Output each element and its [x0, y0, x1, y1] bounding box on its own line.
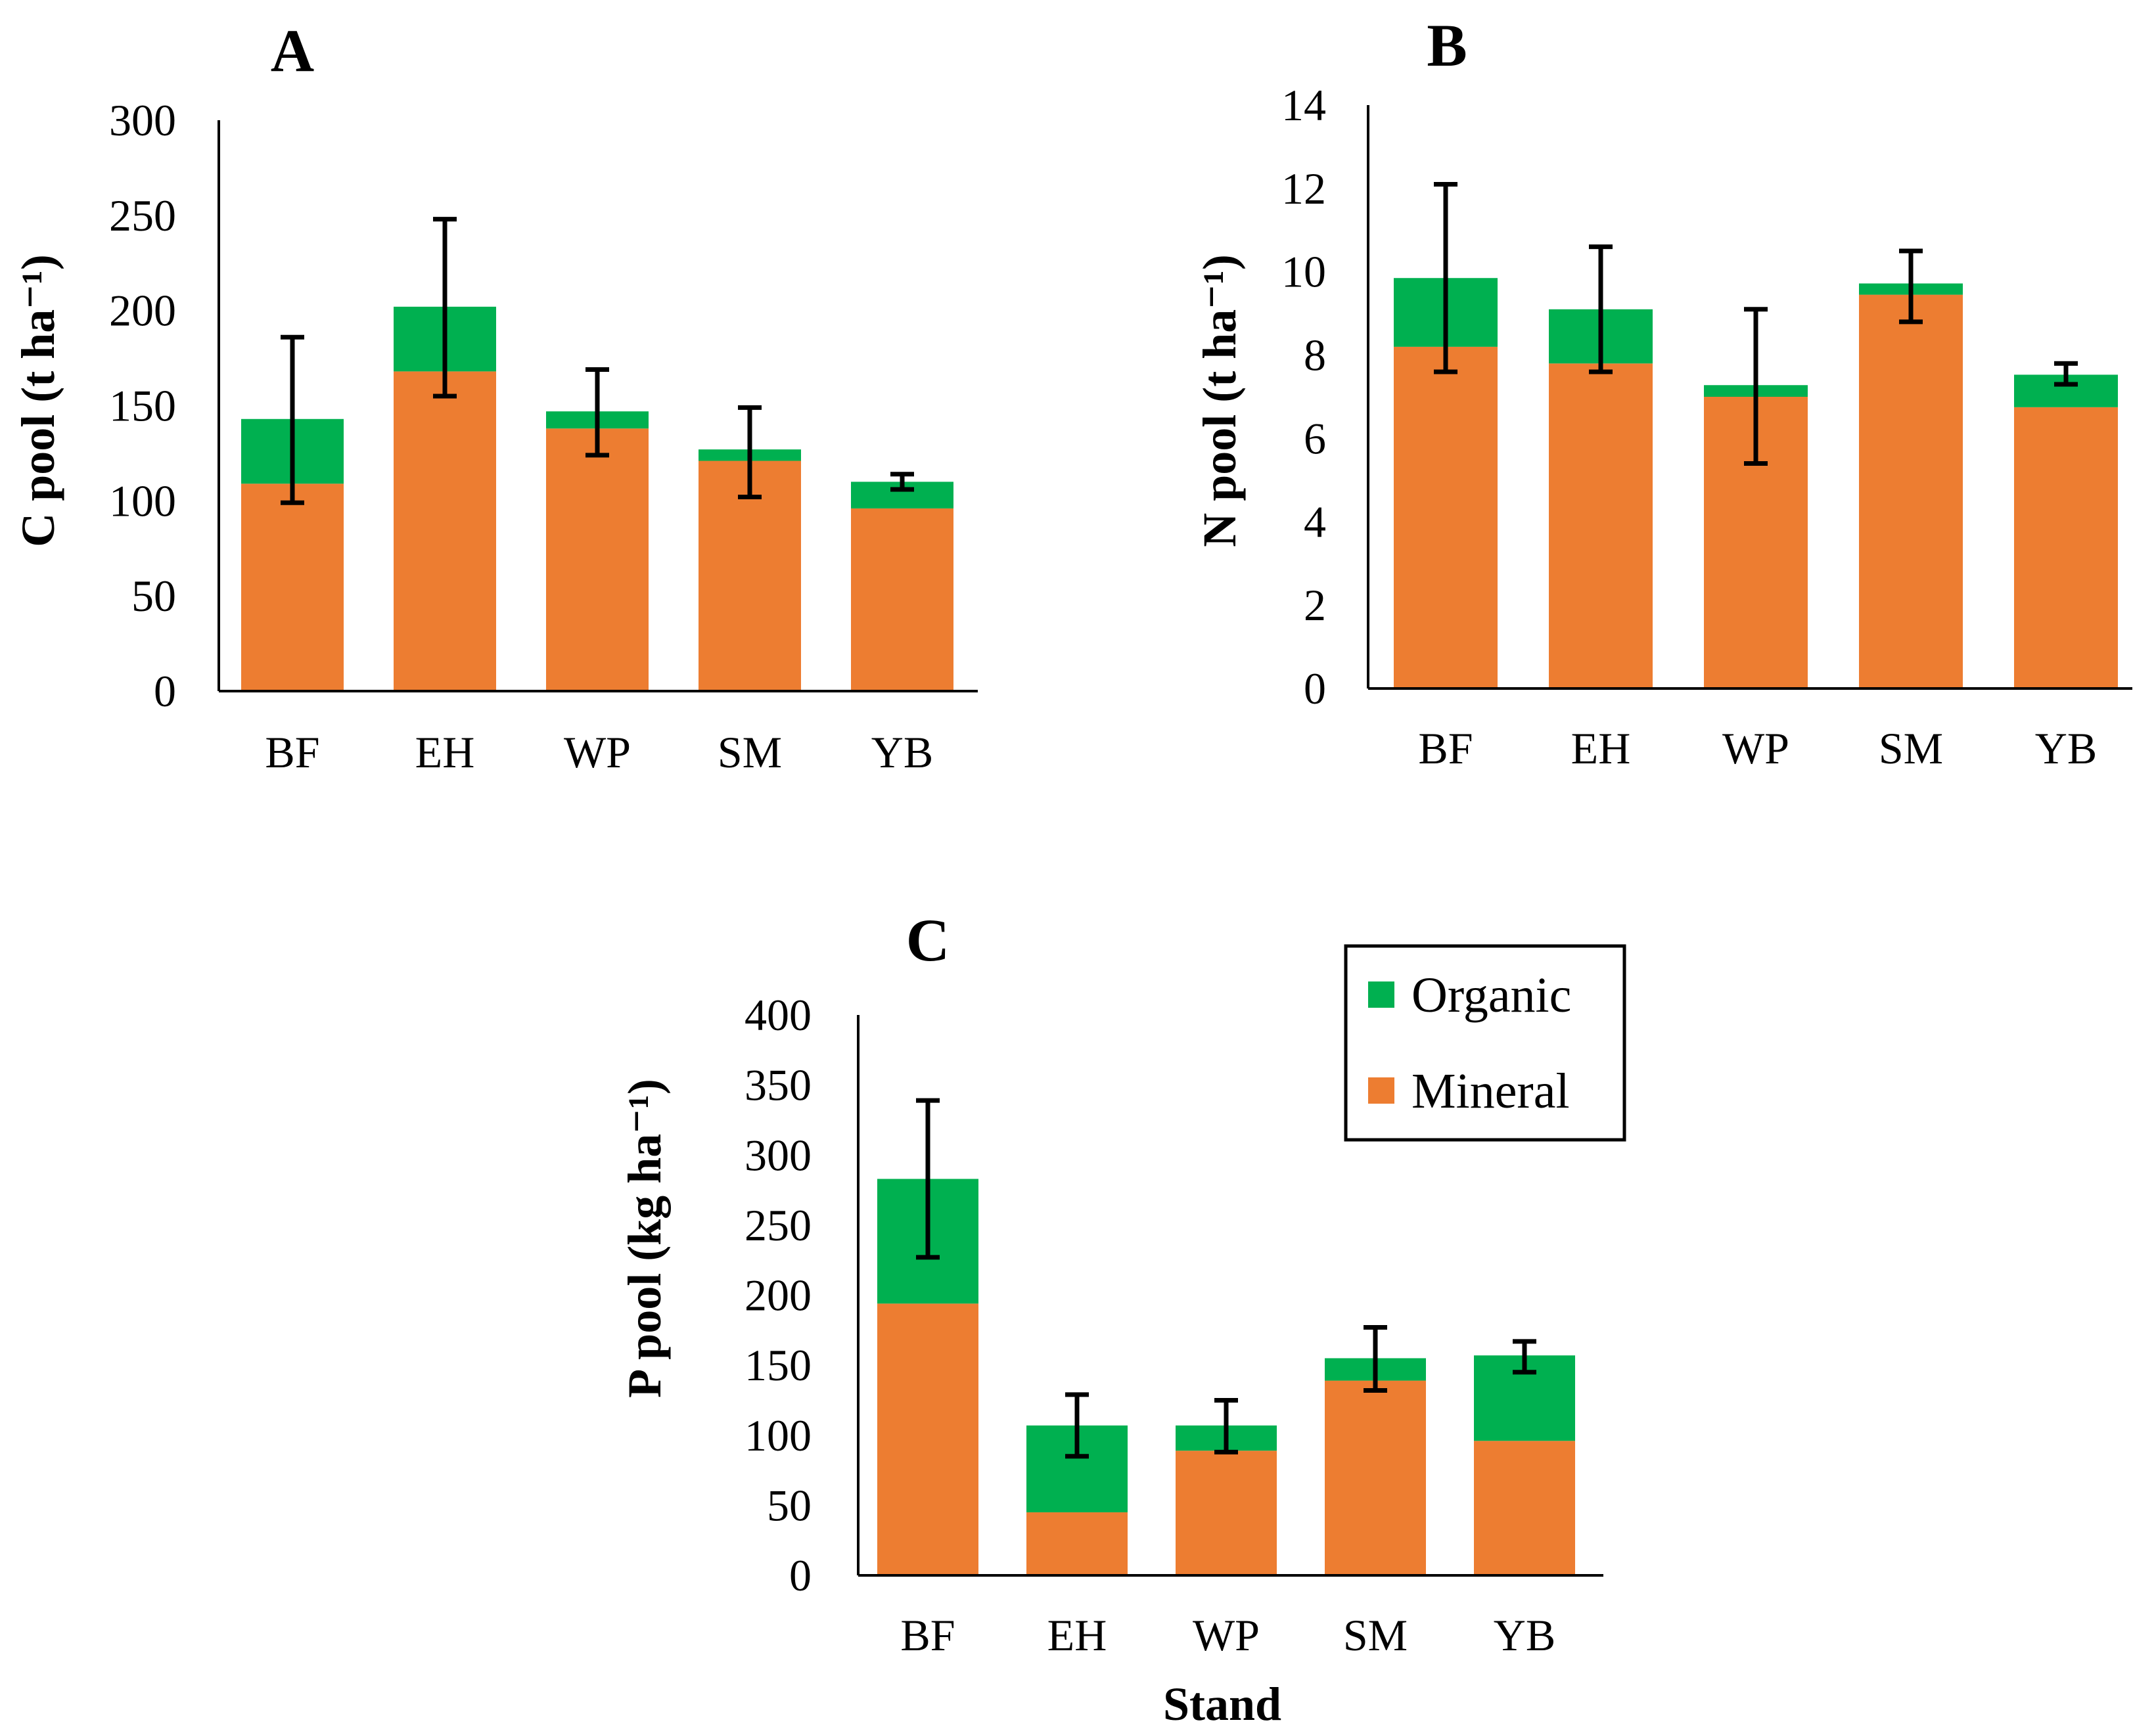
panel-b-bar-mineral-sm	[1859, 294, 1963, 689]
panel-c-bars	[877, 1179, 1575, 1575]
panel-b-y-tick-label: 12	[1281, 164, 1326, 214]
panel-c-bar-mineral-bf	[877, 1303, 978, 1575]
panel-c-x-categories: BF EH WP SM YB	[900, 1610, 1555, 1660]
panel-a-x-category-label: SM	[718, 727, 782, 777]
panel-c-x-category-label: SM	[1343, 1610, 1408, 1660]
panel-a-chart: A C pool (t ha⁻¹) 0 50 100 150 200 250 300 BF E…	[12, 17, 978, 777]
panel-c-y-tick-label: 200	[745, 1271, 812, 1320]
panel-c-y-axis-title-text: P pool (kg ha⁻¹)	[618, 1079, 671, 1398]
panel-b-x-category-label: SM	[1879, 723, 1943, 773]
legend: Organic Mineral	[1344, 944, 1626, 1142]
panel-a-bar-mineral-yb	[851, 508, 953, 691]
panel-b-x-category-label: YB	[2035, 723, 2097, 773]
panel-c-y-tick-label: 150	[745, 1340, 812, 1390]
panel-a-y-tick-label: 0	[154, 666, 176, 716]
panel-c-x-axis-title: Stand	[1163, 1678, 1281, 1730]
panel-b-y-tick-label: 6	[1304, 413, 1326, 463]
panel-b-y-tick-label: 4	[1304, 497, 1326, 547]
panel-c-x-category-label: EH	[1047, 1610, 1107, 1660]
panel-a-y-tick-label: 150	[109, 381, 176, 431]
panel-c-y-ticks: 0 50 100 150 200 250 300 350 400	[745, 990, 812, 1600]
panel-b-chart: B N pool (t ha⁻¹) 0 2 4 6 8 10 12 14 BF EH WP SM YB	[1193, 12, 2132, 773]
panel-a-error-bars	[281, 217, 914, 505]
panel-c-y-axis-title: P pool (kg ha⁻¹)	[618, 1079, 671, 1398]
panel-c-bar-mineral-wp	[1176, 1451, 1277, 1575]
panel-b-y-ticks: 0 2 4 6 8 10 12 14	[1281, 80, 1326, 713]
panel-a-bars	[241, 306, 953, 691]
panel-b-error-bars	[1434, 182, 2078, 466]
panel-a-title: A	[271, 17, 314, 84]
panel-a-y-ticks: 0 50 100 150 200 250 300	[109, 95, 176, 716]
panel-a-x-category-label: WP	[564, 727, 631, 777]
panel-b-bar-mineral-bf	[1394, 346, 1498, 688]
panel-b-y-tick-label: 10	[1281, 247, 1326, 297]
panel-c-x-category-label: YB	[1494, 1610, 1555, 1660]
panel-b-y-tick-label: 0	[1304, 664, 1326, 713]
panel-a-y-tick-label: 100	[109, 476, 176, 526]
panel-b-x-category-label: BF	[1418, 723, 1473, 773]
panel-b-x-categories: BF EH WP SM YB	[1418, 723, 2097, 773]
panel-a-x-category-label: YB	[871, 727, 933, 777]
panel-c-y-tick-label: 50	[767, 1480, 812, 1530]
panel-a-y-axis-title-text: C pool (t ha⁻¹)	[12, 254, 64, 547]
panel-a-x-categories: BF EH WP SM YB	[265, 727, 933, 777]
panel-a-y-tick-label: 200	[109, 286, 176, 336]
panel-a-bar-mineral-eh	[394, 371, 496, 691]
panel-a-y-tick-label: 300	[109, 95, 176, 145]
panel-a-y-tick-label: 50	[131, 571, 176, 621]
panel-a-x-category-label: BF	[265, 727, 319, 777]
panel-b-y-axis-title: N pool (t ha⁻¹)	[1193, 254, 1246, 547]
panel-c-title: C	[906, 907, 950, 974]
panel-a-bar-mineral-bf	[241, 484, 344, 691]
panel-b-y-tick-label: 14	[1281, 80, 1326, 130]
panel-a-x-category-label: EH	[415, 727, 475, 777]
panel-c-chart: C P pool (kg ha⁻¹) Stand 0 50 100 150 200 250…	[618, 907, 1626, 1730]
panel-b-y-tick-label: 8	[1304, 330, 1326, 380]
panel-c-y-tick-label: 300	[745, 1130, 812, 1180]
panel-c-y-tick-label: 400	[745, 990, 812, 1040]
panel-a-y-tick-label: 250	[109, 191, 176, 240]
legend-swatch-mineral	[1368, 1077, 1394, 1104]
panel-b-y-tick-label: 2	[1304, 580, 1326, 630]
panel-b-x-category-label: EH	[1571, 723, 1631, 773]
panel-c-y-tick-label: 250	[745, 1200, 812, 1250]
panel-c-y-tick-label: 100	[745, 1410, 812, 1460]
panel-b-bar-mineral-yb	[2014, 407, 2118, 688]
panel-c-bar-mineral-yb	[1474, 1441, 1575, 1575]
panel-c-x-category-label: BF	[900, 1610, 955, 1660]
panel-b-x-category-label: WP	[1722, 723, 1789, 773]
panel-c-x-category-label: WP	[1193, 1610, 1260, 1660]
panel-c-y-tick-label: 0	[789, 1550, 812, 1600]
panel-c-bar-mineral-sm	[1325, 1380, 1426, 1575]
panel-a-y-axis-title: C pool (t ha⁻¹)	[12, 254, 64, 547]
panel-a-bar-mineral-wp	[546, 428, 649, 691]
panel-c-bar-mineral-eh	[1026, 1512, 1128, 1575]
panel-c-error-bars	[916, 1098, 1536, 1459]
legend-label-mineral: Mineral	[1411, 1064, 1570, 1119]
legend-box	[1344, 944, 1626, 1142]
legend-swatch-organic	[1368, 981, 1394, 1008]
panel-b-title: B	[1427, 12, 1467, 79]
panel-c-y-tick-label: 350	[745, 1060, 812, 1110]
legend-label-organic: Organic	[1411, 968, 1571, 1023]
panel-b-y-axis-title-text: N pool (t ha⁻¹)	[1193, 254, 1246, 547]
panel-b-bar-mineral-eh	[1549, 363, 1653, 688]
